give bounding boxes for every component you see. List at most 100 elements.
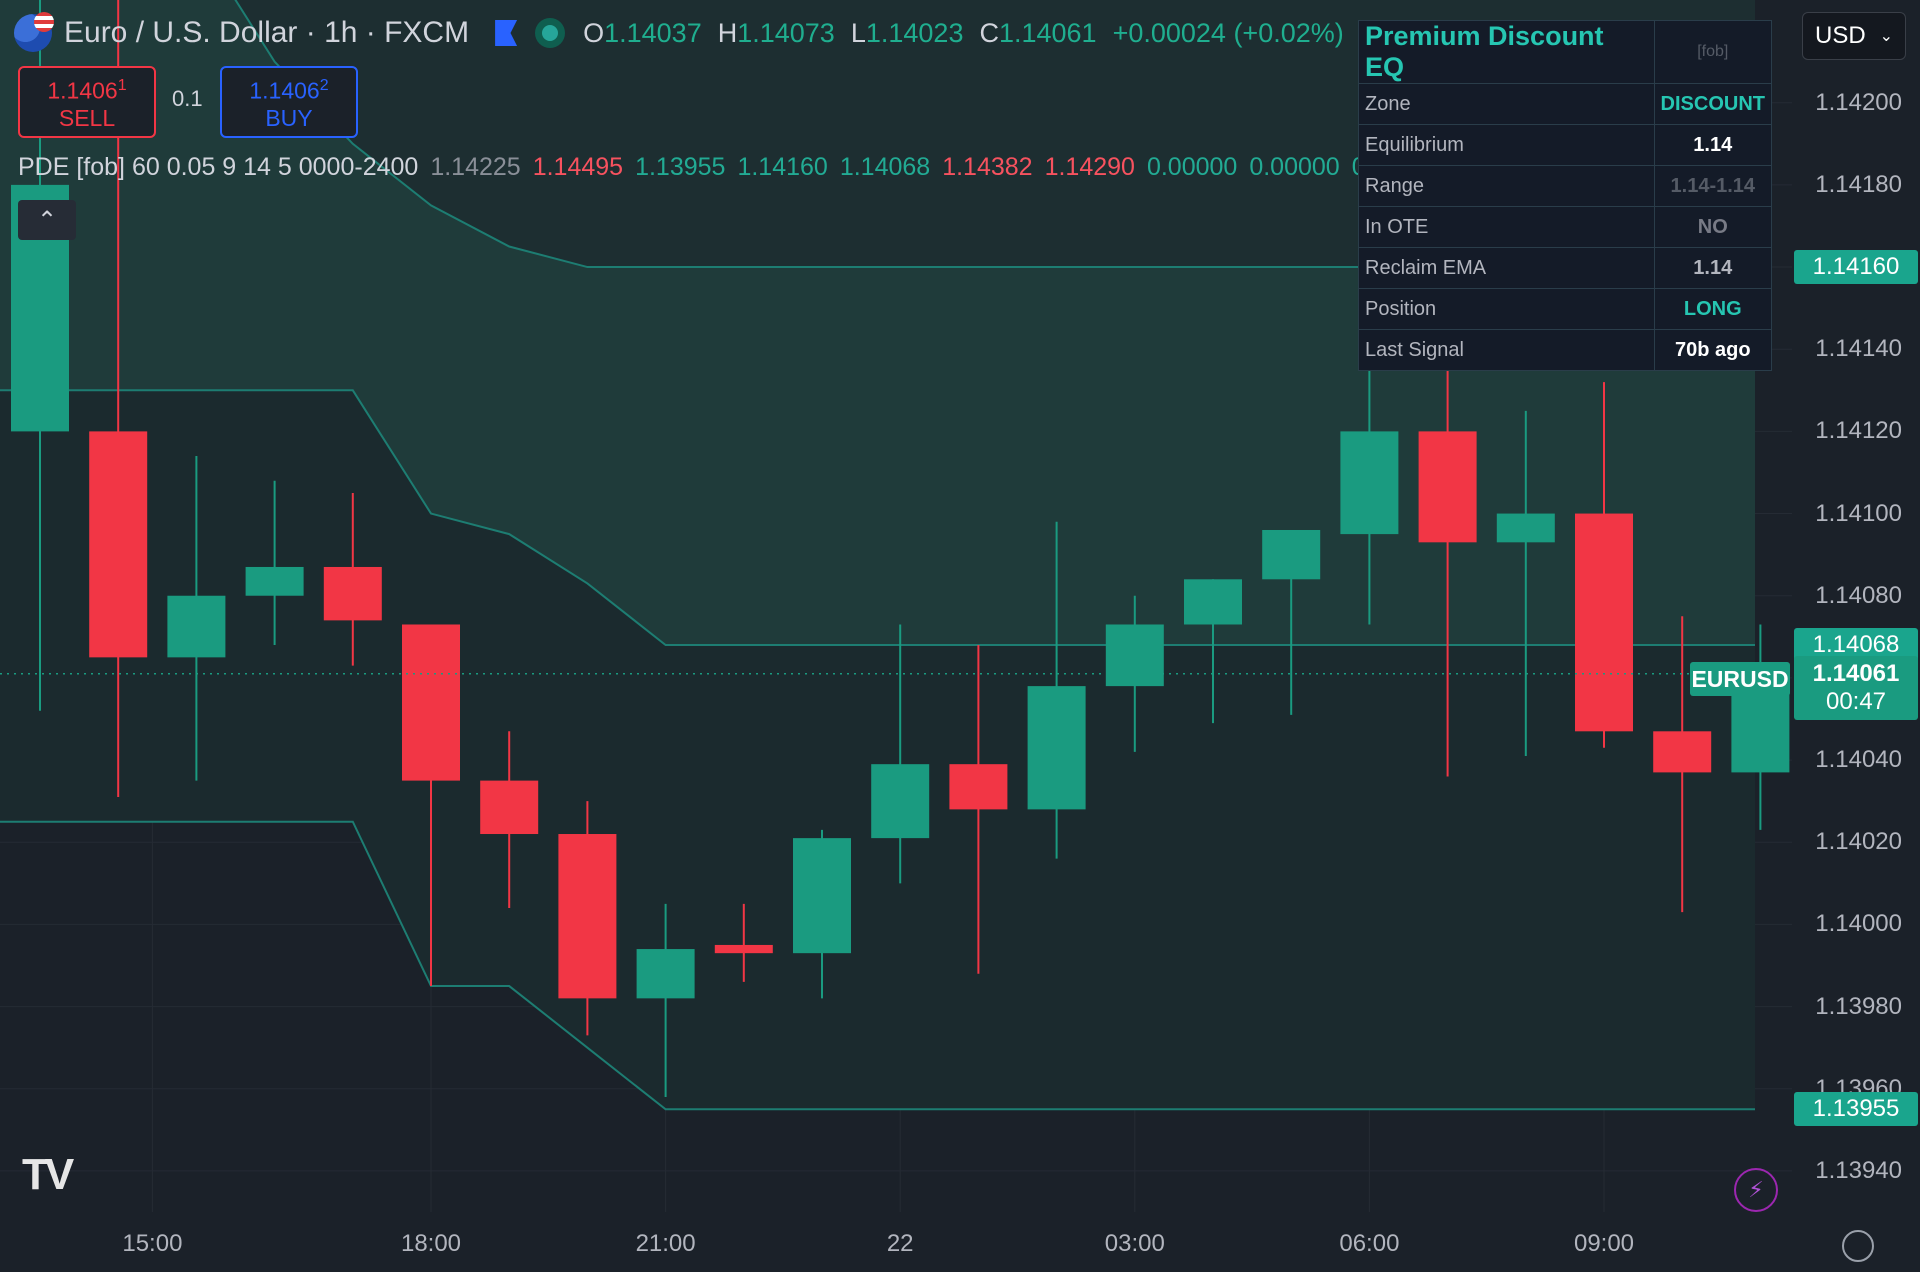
sell-label: SELL (58, 105, 116, 132)
candle-body (167, 595, 226, 658)
row-value: NO (1653, 206, 1773, 248)
tradingview-logo-icon[interactable]: TV (22, 1150, 74, 1199)
row-value: 1.14 (1653, 124, 1773, 166)
table-row: In OTE NO (1358, 206, 1773, 248)
indicator-value: 1.14495 (532, 153, 624, 181)
bar-countdown: 00:47 (1825, 687, 1887, 715)
indicator-value: 1.13955 (635, 153, 726, 181)
close-value: 1.14061 (998, 17, 1097, 48)
candle-body (1184, 579, 1242, 625)
time-tick-label: 18:00 (400, 1230, 462, 1257)
symbol-title[interactable]: Euro / U.S. Dollar · 1h · FXCM (64, 16, 470, 49)
premium-discount-table: Premium Discount EQ [fob] Zone DISCOUNT Eq… (1358, 20, 1773, 371)
low-value: 1.14023 (865, 17, 964, 48)
market-status-icon[interactable] (535, 18, 566, 48)
candle-body (89, 431, 148, 658)
close-key: C (979, 17, 999, 48)
indicator-value: 1.14290 (1044, 153, 1135, 181)
row-value: LONG (1653, 288, 1773, 330)
row-label: Last Signal (1358, 329, 1655, 371)
price-axis-label: 1.14160 (1794, 250, 1918, 285)
row-label: Range (1358, 165, 1655, 207)
table-tag: [fob] (1653, 20, 1773, 84)
row-label: Equilibrium (1358, 124, 1655, 166)
indicator-value: 1.14068 (839, 153, 931, 181)
indicator-value: 1.14382 (942, 153, 1033, 181)
candle-body (1105, 624, 1164, 687)
open-key: O (583, 17, 605, 48)
candle-body (245, 566, 304, 596)
candle-body (323, 566, 382, 621)
symbol-price-tag: EURUSD (1690, 662, 1790, 696)
time-tick-label: 15:00 (122, 1230, 183, 1257)
collapse-legend-button[interactable]: ⌃ (18, 200, 76, 240)
ohlc-low: L1.14023 (851, 18, 964, 49)
lightning-icon[interactable]: ⚡ (1734, 1168, 1778, 1212)
candle-body (1496, 513, 1555, 543)
candle-body (1653, 731, 1712, 773)
candle-body (949, 764, 1008, 810)
candle-body (636, 949, 695, 999)
chevron-down-icon: ⌄ (1879, 28, 1893, 45)
last-price-value: 1.14061 (1812, 659, 1900, 687)
price-axis-label: 1.14061 00:47 (1794, 655, 1918, 720)
price-tick-label: 1.13940 (1815, 1156, 1902, 1184)
high-key: H (717, 17, 738, 48)
row-value: 70b ago (1653, 329, 1773, 371)
currency-select[interactable]: USD ⌄ (1802, 12, 1906, 60)
indicator-name[interactable]: PDE [fob] 60 0.05 9 14 5 0000-2400 (18, 153, 419, 181)
row-label: Reclaim EMA (1358, 247, 1655, 289)
buy-price: 1.14062 (249, 72, 328, 105)
candle-body (1262, 529, 1321, 580)
table-row: Range 1.14-1.14 (1358, 165, 1773, 207)
ohlc-close: C1.14061 (979, 18, 1096, 49)
row-label: Zone (1358, 83, 1655, 125)
row-value: DISCOUNT (1653, 83, 1773, 125)
price-tick-label: 1.13980 (1815, 992, 1902, 1020)
table-row: Reclaim EMA 1.14 (1358, 247, 1773, 289)
buy-price-main: 1.1406 (249, 77, 320, 104)
indicator-value: 0.00000 (1249, 153, 1340, 181)
settings-gear-icon[interactable] (1842, 1230, 1874, 1262)
price-tick-label: 1.14000 (1815, 910, 1902, 938)
time-tick-label: 09:00 (1573, 1230, 1635, 1257)
price-tick-label: 1.14100 (1815, 499, 1902, 527)
row-value: 1.14 (1653, 247, 1773, 289)
price-tick-label: 1.14120 (1815, 417, 1902, 445)
bookmark-flag-icon[interactable] (495, 20, 518, 46)
time-axis[interactable]: 15:00 18:00 21:00 22 03:00 06:00 09:00 (0, 1212, 1792, 1272)
chevron-up-icon: ⌃ (36, 206, 58, 234)
buy-button[interactable]: 1.14062 BUY (220, 66, 358, 138)
candle-body (871, 764, 930, 839)
table-row: Zone DISCOUNT (1358, 83, 1773, 125)
ohlc-open: O1.14037 (583, 18, 702, 49)
candle-body (558, 834, 617, 999)
price-tick-label: 1.14020 (1815, 828, 1902, 856)
currency-value: USD (1815, 22, 1866, 49)
candle-body (1027, 686, 1086, 810)
price-axis[interactable]: 1.13940 1.13960 1.13980 1.14000 1.14020 1.140… (1792, 0, 1920, 1212)
candle-body (1340, 431, 1399, 535)
price-change: +0.00024 (+0.02%) (1112, 17, 1344, 48)
indicator-value: 1.14160 (737, 153, 828, 181)
row-label: In OTE (1358, 206, 1655, 248)
candle-body (1418, 431, 1477, 543)
ohlc-high: H1.14073 (718, 18, 835, 49)
low-key: L (850, 17, 866, 48)
price-tick-label: 1.14140 (1815, 335, 1902, 363)
spread-value: 0.1 (172, 86, 203, 111)
sell-price-sup: 1 (117, 76, 127, 94)
price-tick-label: 1.14040 (1815, 746, 1902, 774)
time-tick-label: 03:00 (1104, 1230, 1165, 1257)
table-row: Position LONG (1358, 288, 1773, 330)
time-tick-label: 22 (886, 1230, 914, 1257)
price-tick-label: 1.14080 (1815, 581, 1902, 609)
sell-button[interactable]: 1.14061 SELL (18, 66, 156, 138)
discount-boundary-line (0, 820, 1755, 1111)
table-row: Last Signal 70b ago (1358, 329, 1773, 371)
buy-price-sup: 2 (319, 76, 329, 94)
indicator-value: 1.14225 (430, 153, 521, 181)
row-value: 1.14-1.14 (1653, 165, 1773, 207)
candle-body (480, 780, 539, 835)
open-value: 1.14037 (604, 17, 702, 48)
